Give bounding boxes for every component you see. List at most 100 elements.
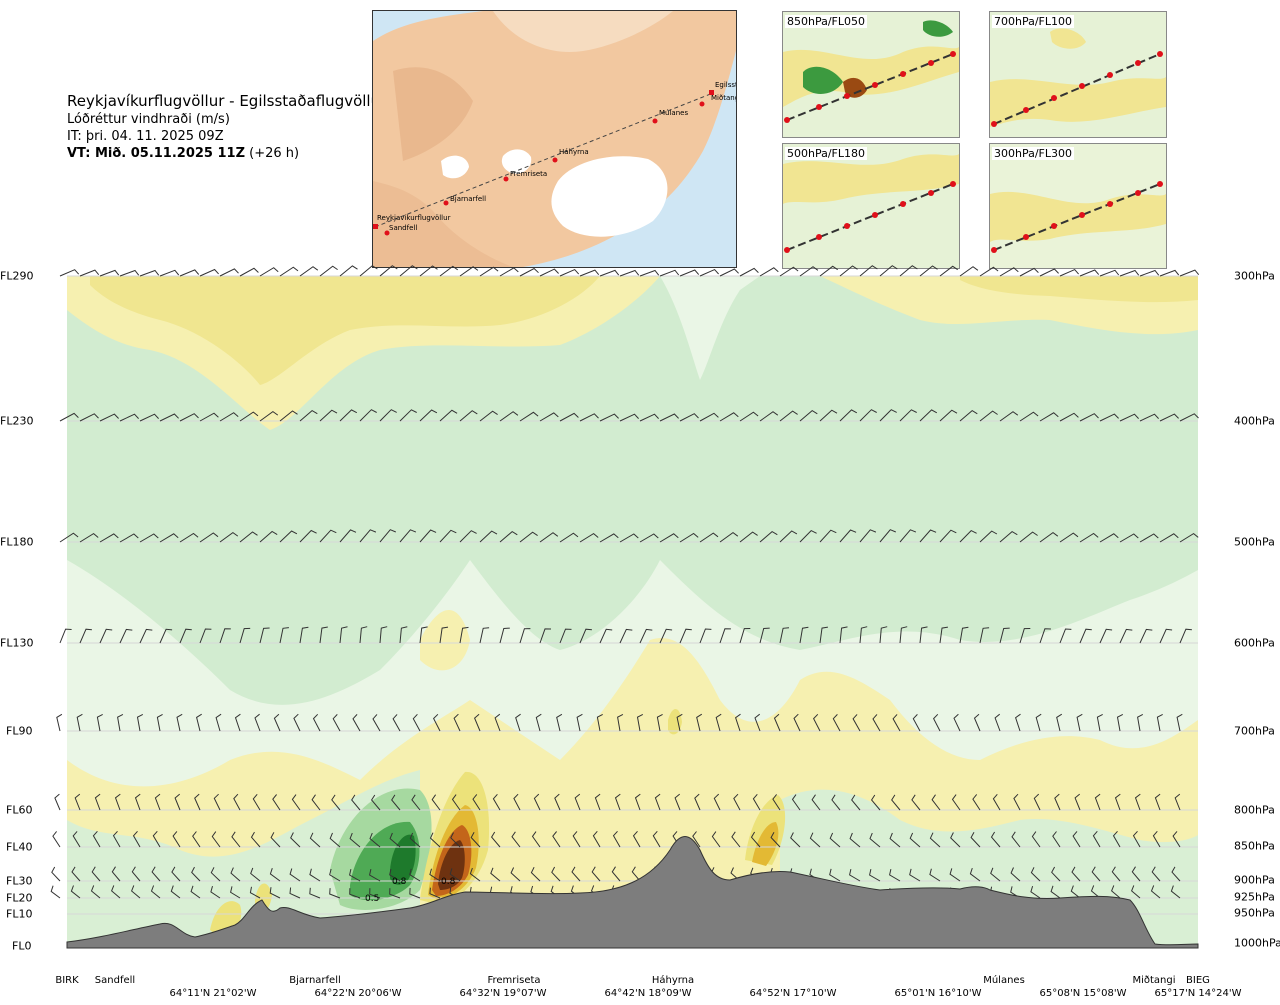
wind-barb-439 [849, 868, 861, 882]
wind-barb-224 [1119, 628, 1133, 644]
wind-barb-181 [259, 627, 270, 644]
wind-barb-194 [519, 628, 531, 644]
wind-barb-166 [1099, 533, 1119, 543]
wind-barb-458 [90, 885, 101, 899]
wind-barb-76 [439, 409, 458, 422]
wind-barb-308 [513, 793, 521, 811]
wind-barb-61 [139, 413, 159, 422]
wind-barb-89 [699, 412, 719, 422]
wind-barb-122 [219, 531, 239, 543]
wind-barb-7 [199, 268, 219, 277]
wind-barb-136 [499, 530, 518, 543]
wind-barb-281 [1116, 713, 1124, 732]
wind-barb-240 [293, 713, 301, 732]
wind-barb-137 [519, 531, 538, 543]
coord-label-4: 64°42'N 18°09'W [604, 988, 692, 999]
wind-barb-233 [156, 713, 163, 732]
wind-barb-274 [973, 713, 981, 732]
wind-barb-464 [210, 885, 221, 899]
wind-barb-286 [74, 793, 81, 811]
wind-barb-30 [659, 269, 680, 277]
wind-barb-98 [879, 409, 897, 422]
wind-barb-38 [819, 265, 838, 277]
wind-barb-163 [1039, 531, 1059, 543]
wind-barb-312 [594, 793, 601, 811]
wind-barb-392 [1052, 831, 1061, 848]
wind-barb-322 [791, 794, 801, 811]
wind-barb-257 [636, 713, 644, 732]
coord-label-3: 64°32'N 19°07'W [459, 988, 547, 999]
wind-barb-331 [972, 794, 981, 811]
wind-barb-272 [932, 713, 941, 732]
mini-panel-700: 700hPa/FL100 [989, 11, 1167, 138]
wind-barb-319 [733, 793, 741, 811]
wind-barb-404 [151, 866, 161, 882]
wind-barb-446 [990, 867, 1001, 882]
wind-barb-42 [899, 265, 918, 277]
wind-barb-394 [1092, 830, 1101, 848]
wind-barb-248 [453, 713, 461, 732]
wind-barb-453 [1131, 866, 1141, 882]
wind-barb-295 [252, 793, 261, 811]
wind-barb-170 [1179, 532, 1199, 543]
wind-barb-261 [715, 713, 722, 732]
p-label-700: 700hPa [1234, 724, 1275, 738]
wind-barb-190 [439, 626, 449, 644]
wind-barb-455 [1171, 866, 1181, 882]
wind-barb-182 [279, 627, 289, 644]
wind-barb-56 [1179, 269, 1200, 277]
wind-barb-5 [159, 269, 180, 277]
wind-barb-302 [391, 794, 401, 811]
wind-barb-143 [639, 533, 659, 543]
wind-barb-288 [114, 793, 121, 811]
wind-barb-95 [819, 409, 838, 422]
wind-barb-19 [439, 265, 458, 277]
wind-barb-363 [470, 831, 481, 848]
wind-barb-282 [1137, 713, 1144, 732]
wind-barb-408 [230, 867, 241, 882]
wind-barb-291 [174, 793, 181, 811]
wind-barb-108 [1079, 413, 1099, 422]
wind-barb-406 [191, 866, 201, 882]
station-label-birk: BIRK [55, 975, 79, 986]
p-label-1000: 1000hPa [1234, 936, 1280, 950]
wind-barb-321 [772, 794, 781, 811]
wind-barb-377 [750, 831, 761, 848]
wind-barb-369 [592, 830, 601, 848]
wind-barb-8 [219, 268, 239, 277]
wind-barb-214 [919, 626, 928, 644]
wind-barb-356 [329, 832, 341, 848]
wind-barb-101 [939, 409, 958, 422]
wind-barb-337 [1094, 793, 1101, 811]
fl-label-130: FL130 [0, 636, 34, 650]
map-label-reykjavik: Reykjavíkurflugvöllur [377, 214, 451, 222]
mini-panel-700-svg [990, 12, 1166, 137]
wind-barb-372 [652, 830, 661, 848]
wind-barb-316 [674, 793, 681, 811]
wind-barb-14 [339, 265, 358, 277]
wind-barb-46 [979, 266, 999, 277]
wind-barb-6 [179, 269, 200, 277]
wind-barb-172 [79, 628, 92, 644]
wind-barb-154 [859, 529, 877, 543]
wind-barb-106 [1039, 412, 1059, 422]
wind-barb-405 [171, 866, 181, 882]
wind-barb-407 [210, 867, 221, 882]
wind-barb-23 [519, 267, 539, 277]
wind-barb-48 [1019, 267, 1039, 277]
wind-barb-275 [994, 713, 1001, 732]
wind-barb-75 [419, 409, 438, 422]
wind-barb-506 [1050, 885, 1061, 899]
wind-barb-228 [56, 713, 63, 732]
wind-barb-355 [309, 832, 321, 848]
wind-barb-188 [399, 626, 408, 644]
wind-barb-20 [459, 266, 479, 277]
wind-barb-456 [50, 885, 61, 899]
wind-barb-247 [432, 713, 441, 732]
wind-barb-461 [150, 885, 161, 899]
wind-barb-251 [515, 713, 521, 732]
wind-barb-385 [909, 832, 921, 848]
wind-barb-59 [99, 413, 119, 422]
wind-barb-336 [1074, 793, 1081, 811]
wind-barb-81 [539, 412, 559, 422]
